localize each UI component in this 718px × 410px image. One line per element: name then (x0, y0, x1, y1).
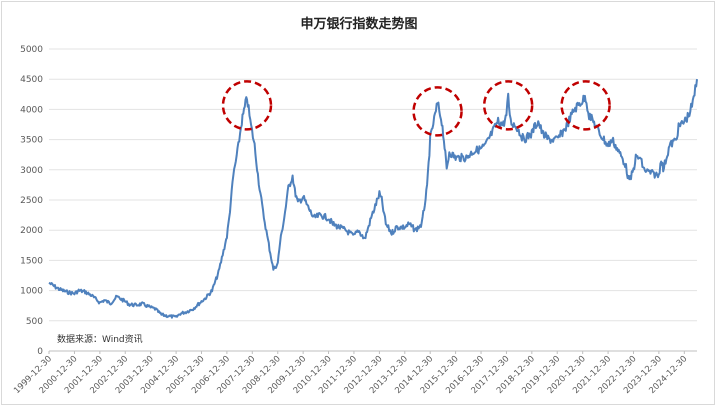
peak-highlight-circle (221, 80, 273, 131)
y-tick-label: 2000 (20, 226, 43, 236)
y-tick-label: 4500 (20, 75, 43, 85)
peak-highlight-circle (560, 80, 611, 131)
y-tick-label: 0 (37, 347, 43, 357)
y-tick-label: 1000 (20, 287, 43, 297)
chart-title: 申万银行指数走势图 (300, 16, 417, 32)
y-tick-label: 3000 (20, 166, 43, 176)
source-note: 数据来源：Wind资讯 (57, 333, 143, 345)
y-tick-label: 5000 (20, 45, 43, 55)
peak-highlight-circle (412, 86, 463, 137)
chart-frame: 申万银行指数走势图 0 500 1000 1500 2000 2500 3000 3500 40… (1, 1, 715, 405)
y-tick-label: 1500 (20, 256, 43, 266)
y-tick-label: 2500 (20, 196, 43, 206)
bank-index-line-chart: 申万银行指数走势图 0 500 1000 1500 2000 2500 3000 3500 40… (12, 16, 698, 396)
y-tick-label: 500 (26, 317, 43, 327)
peak-highlights (221, 80, 611, 137)
peak-highlight-circle (482, 80, 534, 131)
gridlines (49, 48, 697, 352)
y-tick-label: 4000 (20, 105, 43, 115)
x-axis-ticks: 1999-12-302000-12-302001-12-302002-12-30… (12, 351, 689, 396)
y-tick-label: 3500 (20, 136, 43, 146)
series-line (48, 78, 698, 319)
y-axis-ticks: 0 500 1000 1500 2000 2500 3000 3500 4000 4500 5000 (20, 45, 43, 357)
